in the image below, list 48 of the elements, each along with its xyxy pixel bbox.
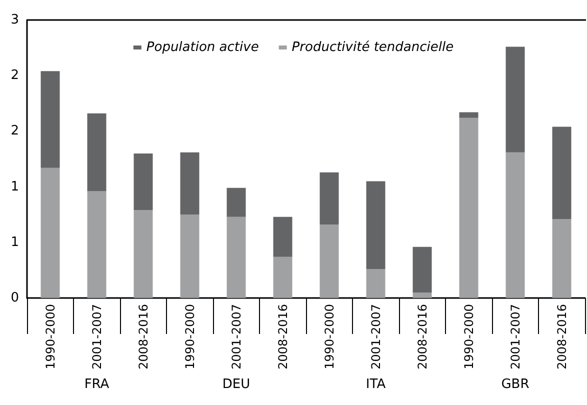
bar <box>226 188 246 217</box>
bar <box>134 210 153 298</box>
y-tick-label: 3 <box>10 12 19 28</box>
x-tick-label: 2001-2007 <box>229 304 244 370</box>
bar <box>366 269 386 298</box>
bar <box>40 71 60 168</box>
bar <box>226 216 246 298</box>
x-tick-label: 2001-2007 <box>368 304 383 370</box>
x-tick-label: 2001-2007 <box>90 304 104 370</box>
y-tick-label: 1 <box>10 234 19 250</box>
x-tick-label: 2008-2016 <box>554 304 569 370</box>
bar <box>366 181 386 270</box>
x-tick-label: 2001-2007 <box>508 304 522 370</box>
x-tick-label: 2008-2016 <box>415 304 430 370</box>
bar <box>459 118 478 298</box>
y-tick-label: 2 <box>10 68 19 84</box>
text: DEU <box>222 377 250 392</box>
legend-label: Productivité tendancielle <box>292 40 454 55</box>
bar <box>459 112 478 118</box>
bar <box>506 152 525 298</box>
x-tick-label: 1990-2000 <box>322 304 336 370</box>
bar <box>320 224 339 298</box>
bar <box>180 152 200 215</box>
bar <box>412 246 432 292</box>
x-tick-label: 2008-2016 <box>136 304 150 370</box>
bar <box>412 292 432 298</box>
bar <box>87 191 106 298</box>
bar <box>40 168 60 298</box>
bar <box>180 214 200 298</box>
x-tick-label: 1990-2000 <box>462 304 476 370</box>
text: ITA <box>366 377 386 392</box>
bar <box>506 46 525 152</box>
legend-label: Population active <box>146 40 259 55</box>
bar <box>273 216 292 257</box>
text: GBR <box>501 377 530 392</box>
bar <box>552 219 572 298</box>
y-tick-label: 1 <box>10 179 19 194</box>
bar <box>87 113 106 192</box>
x-tick-label: 2008-2016 <box>276 304 290 370</box>
text: FRA <box>84 377 110 392</box>
bar <box>134 153 153 210</box>
y-tick-label: 2 <box>10 124 19 139</box>
x-tick-label: 1990-2000 <box>43 304 58 370</box>
bar <box>320 172 339 225</box>
bar <box>552 126 572 220</box>
x-tick-label: 1990-2000 <box>182 304 197 370</box>
y-tick-label: 0 <box>10 290 19 306</box>
bar <box>273 256 292 298</box>
